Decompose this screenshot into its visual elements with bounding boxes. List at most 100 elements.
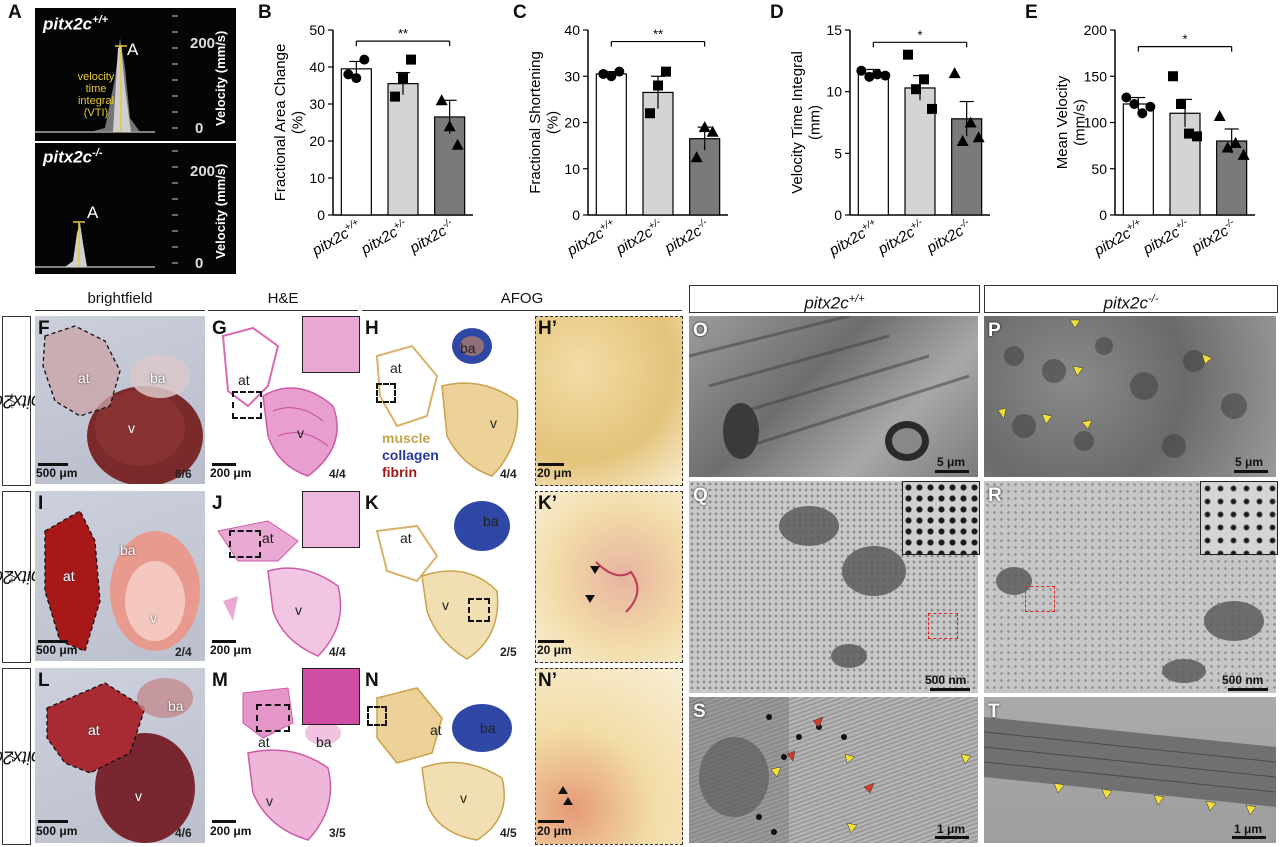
- col-header-rule-1: [35, 310, 205, 311]
- point-d-1-1: [911, 84, 921, 95]
- scalebar-k2: [538, 640, 564, 643]
- y-axis-label-line2-e: (mm/s): [1071, 99, 1088, 146]
- y-tick-label-b-3: 30: [309, 96, 325, 112]
- scale-text-r: 500 nm: [1222, 673, 1264, 687]
- label-ba-m: ba: [316, 734, 332, 750]
- label-ba-f: ba: [150, 370, 166, 386]
- y-tick-label-e-1: 50: [1091, 161, 1107, 177]
- point-e-0-1: [1129, 99, 1140, 109]
- category-label-e-1: pitx2c+/-: [1139, 217, 1194, 259]
- panel-h-afog: [362, 316, 530, 484]
- us-top-tick-200: 200: [190, 35, 216, 52]
- panel-f-brightfield: [35, 316, 205, 484]
- y-tick-label-e-0: 0: [1099, 207, 1107, 223]
- y-tick-label-c-3: 30: [564, 68, 580, 84]
- label-v-j: v: [295, 602, 302, 618]
- scale-text-n2: 20 μm: [537, 824, 572, 838]
- us-bottom-tick-200: 200: [190, 163, 216, 180]
- scale-text-t: 1 μm: [1234, 822, 1263, 836]
- scalebar-g: [212, 463, 236, 466]
- scalebar-m: [212, 820, 236, 823]
- panel-m-roi: [256, 704, 290, 732]
- us-top-tick-0: 0: [195, 120, 204, 137]
- point-c-2-0: [690, 151, 703, 163]
- point-b-2-0: [435, 94, 448, 106]
- panel-label-g: G: [212, 318, 227, 339]
- point-c-0-0: [598, 68, 609, 79]
- em-header-mut: pitx2c-/-: [984, 285, 1278, 313]
- scalebar-n2: [538, 820, 564, 823]
- category-label-d-0: pitx2c+/+: [825, 217, 881, 260]
- ultrasound-top: pitx2c+/+ A velocity time integral (VTI) 2…: [35, 8, 236, 141]
- count-i: 2/4: [175, 645, 192, 659]
- point-e-1-1: [1176, 99, 1186, 109]
- count-l: 4/6: [175, 826, 192, 840]
- col-header-rule-2: [208, 310, 358, 311]
- arrowhead-k2-1: [590, 566, 600, 574]
- panel-m-inset: [302, 668, 360, 725]
- point-e-0-0: [1121, 92, 1132, 103]
- point-b-0-1: [351, 73, 362, 84]
- legend-collagen: collagen: [382, 447, 439, 463]
- scalebar-f: [38, 463, 68, 466]
- category-sup-d-1: +/-: [909, 217, 925, 233]
- point-b-1-2: [406, 54, 416, 65]
- y-tick-label-d-0: 0: [834, 207, 842, 223]
- scale-text-j: 200 μm: [210, 643, 252, 657]
- point-e-2-3: [1237, 148, 1250, 160]
- point-b-0-2: [359, 54, 370, 65]
- panel-label-e: E: [1025, 2, 1038, 23]
- y-axis-label-b: Fractional Area Change(%): [272, 44, 306, 202]
- panel-o-em: [689, 316, 978, 477]
- point-b-2-1: [443, 120, 456, 132]
- scale-text-l: 500 μm: [36, 824, 78, 838]
- arrowhead-k2-2: [585, 595, 595, 603]
- label-at-l: at: [88, 722, 100, 738]
- panel-n2-afog-zoom: [535, 668, 683, 845]
- label-ba-i: ba: [120, 542, 136, 558]
- y-axis-label-c: Fractional Shortening(%): [527, 51, 561, 194]
- row-header-wt: pitx2c+/+: [0, 316, 40, 486]
- panel-label-j: J: [212, 493, 223, 514]
- scale-text-h2: 20 μm: [537, 466, 572, 480]
- category-label-c-2: pitx2c-/-: [661, 217, 714, 258]
- category-label-c-1: pitx2c+/-: [612, 217, 667, 259]
- panel-label-r: R: [988, 485, 1002, 506]
- point-c-2-2: [706, 125, 719, 137]
- panel-t-em: [984, 697, 1276, 843]
- panel-i-brightfield: [35, 491, 205, 661]
- panel-label-b: B: [258, 2, 272, 23]
- panel-q-roi: [928, 613, 958, 639]
- y-tick-label-e-2: 100: [1084, 115, 1108, 131]
- y-tick-label-d-1: 5: [834, 145, 842, 161]
- panel-k-afog: [362, 491, 530, 661]
- panel-label-m: M: [212, 670, 228, 691]
- label-at-k: at: [400, 530, 412, 546]
- us-top-doppler: [35, 15, 178, 133]
- point-d-0-2: [872, 69, 883, 80]
- panel-k-roi: [468, 598, 490, 622]
- panel-n-afog: [362, 668, 530, 843]
- point-e-2-0: [1213, 110, 1226, 122]
- label-v-f: v: [128, 420, 135, 436]
- us-bottom-axis-label: Velocity (mm/s): [213, 163, 228, 259]
- panel-k2-afog-zoom: [535, 491, 683, 663]
- label-v-k: v: [442, 597, 449, 613]
- category-label-d-1: pitx2c+/-: [874, 217, 929, 259]
- label-at-j: at: [262, 530, 274, 546]
- scalebar-q: [930, 688, 970, 691]
- col-header-brightfield: brightfield: [87, 290, 153, 307]
- y-tick-label-d-2: 10: [826, 84, 842, 100]
- category-label-d-2: pitx2c-/-: [923, 217, 976, 258]
- count-k: 2/5: [500, 645, 517, 659]
- point-e-0-2: [1137, 108, 1148, 119]
- panel-j-inset: [302, 491, 360, 548]
- point-c-0-2: [614, 66, 625, 77]
- label-v-n: v: [460, 790, 467, 806]
- panel-label-f: F: [38, 318, 50, 339]
- point-d-0-3: [880, 70, 891, 81]
- em-header-wt: pitx2c+/+: [689, 285, 980, 313]
- point-e-0-3: [1145, 101, 1156, 112]
- y-tick-label-c-0: 0: [572, 207, 580, 223]
- category-sup-c-1: +/-: [647, 217, 663, 233]
